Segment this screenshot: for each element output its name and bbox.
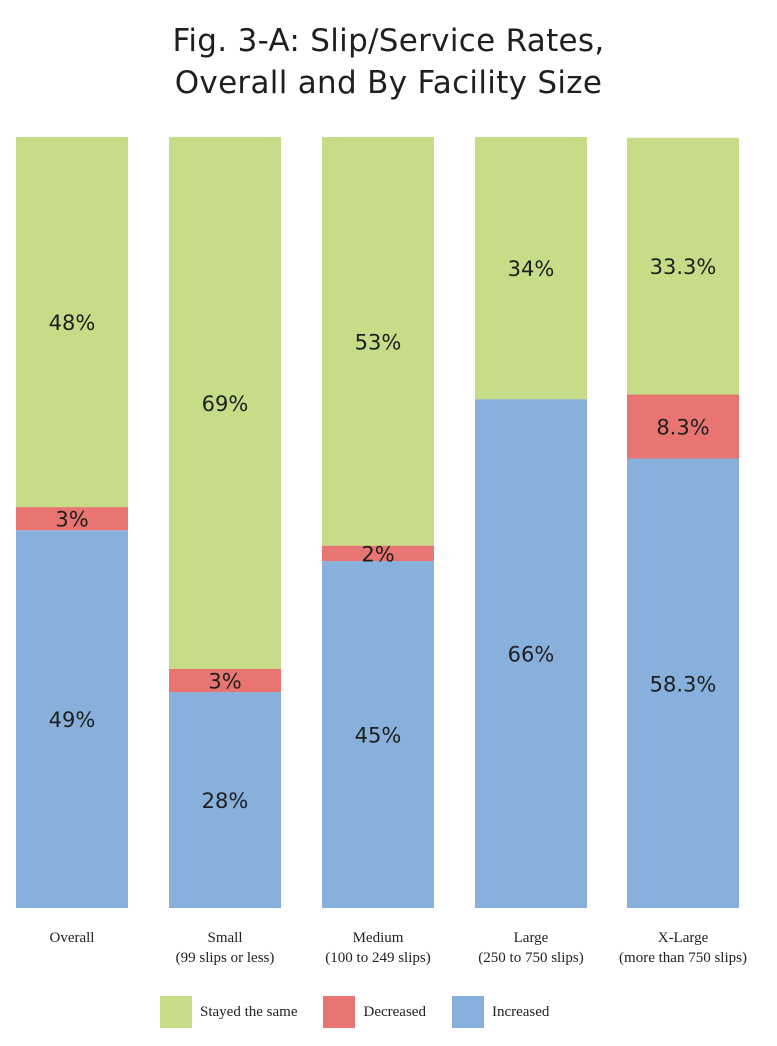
bar-segment-x-large-decreased [627,394,739,459]
category-label-medium: Medium [353,930,404,946]
chart-legend: Stayed the same Decreased Increased [160,996,575,1028]
bar-segment-large-stayed-the-same [475,137,587,400]
data-label-small-decreased: 3% [208,670,241,694]
chart-title-line-1: Fig. 3-A: Slip/Service Rates, [172,23,605,59]
category-label-x-large-sub: (more than 750 slips) [619,950,747,966]
category-label-large: Large [514,930,549,946]
category-label-large-sub: (250 to 750 slips) [478,950,583,966]
data-label-medium-decreased: 2% [361,542,394,566]
legend-item-increased: Increased [451,996,550,1028]
data-label-overall-increased: 49% [49,708,96,732]
category-label-overall: Overall [50,930,95,946]
bar-segment-large-increased [475,399,587,908]
legend-item-stayed-the-same: Stayed the same [160,996,297,1028]
bar-segment-overall-decreased [16,507,128,531]
chart-title: Fig. 3-A: Slip/Service Rates, Overall an… [0,20,777,104]
category-label-x-large: X-Large [658,930,709,946]
data-label-x-large-stayed-the-same: 33.3% [650,255,717,279]
bar-segment-overall-stayed-the-same [16,137,128,508]
bar-segment-medium-stayed-the-same [322,137,434,546]
legend-swatch-stayed-the-same [160,996,192,1028]
data-label-medium-increased: 45% [355,724,402,748]
bar-segment-small-increased [169,692,281,908]
chart-title-line-2: Overall and By Facility Size [174,65,603,101]
data-label-large-stayed-the-same: 34% [508,257,555,281]
bar-segment-medium-decreased [322,545,434,562]
data-label-medium-stayed-the-same: 53% [355,330,402,354]
data-label-overall-stayed-the-same: 48% [49,311,96,335]
legend-swatch-decreased [323,996,356,1028]
data-label-small-stayed-the-same: 69% [202,392,249,416]
data-label-x-large-decreased: 8.3% [656,416,709,440]
bar-segment-x-large-increased [627,458,739,908]
data-label-large-increased: 66% [508,643,555,667]
category-label-small: Small [207,930,242,946]
legend-label-stayed-the-same: Stayed the same [200,1003,298,1020]
bar-segment-x-large-stayed-the-same [627,137,739,395]
data-label-overall-decreased: 3% [55,508,88,532]
legend-item-decreased: Decreased [323,996,426,1028]
data-label-small-increased: 28% [202,789,249,813]
bar-segment-medium-increased [322,561,434,908]
category-label-medium-sub: (100 to 249 slips) [325,950,430,966]
legend-swatch-increased [451,996,484,1028]
legend-label-decreased: Decreased [363,1003,426,1020]
bar-segment-small-decreased [169,668,281,693]
category-label-small-sub: (99 slips or less) [176,950,275,966]
data-label-x-large-increased: 58.3% [650,672,717,696]
legend-label-increased: Increased [491,1003,550,1020]
bar-segment-small-stayed-the-same [169,137,281,669]
bar-segment-overall-increased [16,530,128,908]
